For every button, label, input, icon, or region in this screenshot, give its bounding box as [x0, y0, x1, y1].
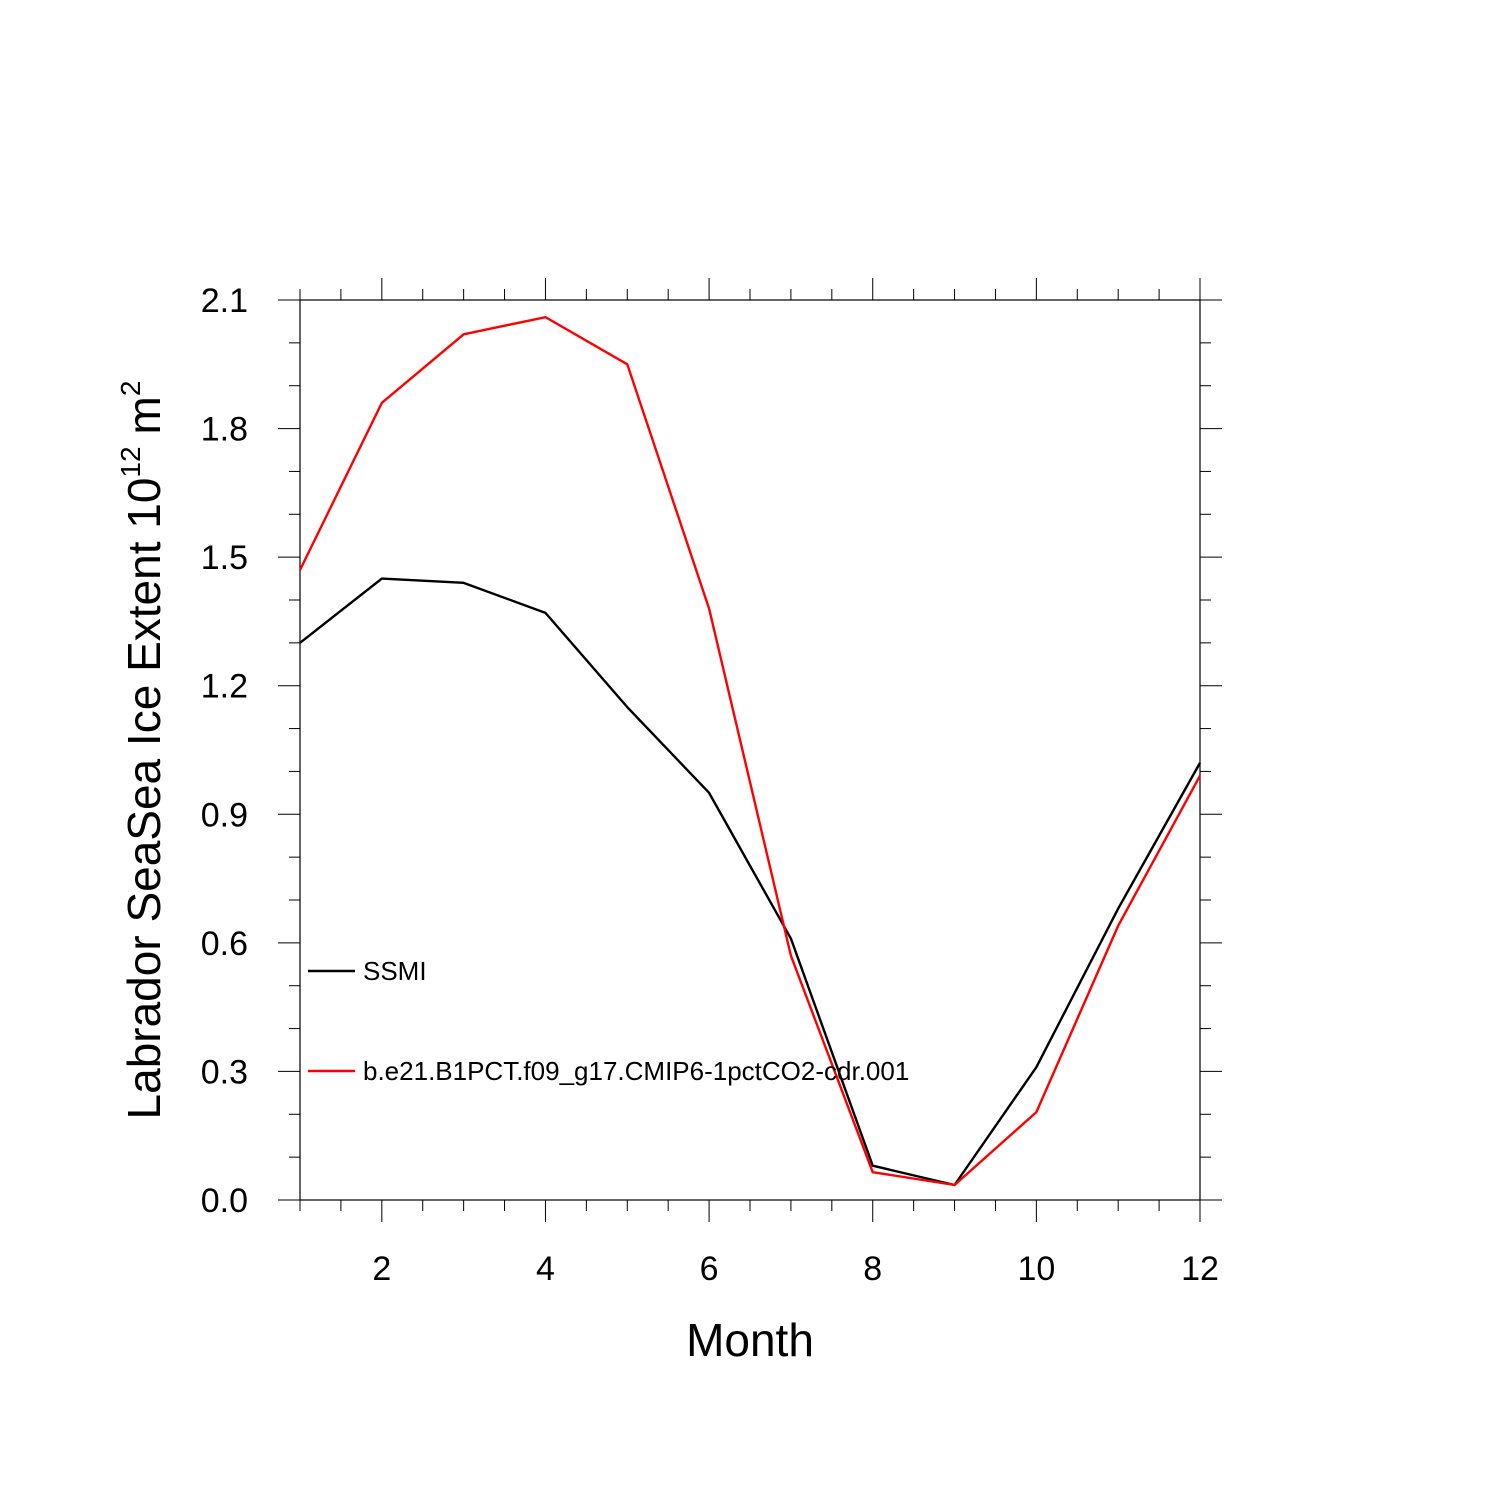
y-tick-label: 1.5	[201, 539, 248, 577]
y-axis-title-unit-exponent: 2	[115, 381, 146, 397]
y-axis-title: Labrador SeaSea Ice Extent 1012 m2	[115, 381, 170, 1120]
x-tick-label: 10	[1017, 1250, 1055, 1288]
series-line-0	[299, 577, 1202, 1187]
y-tick-label: 1.8	[201, 411, 248, 449]
y-tick-label: 1.2	[201, 668, 248, 706]
x-tick-label: 2	[372, 1250, 391, 1288]
y-tick-label: 0.0	[201, 1182, 248, 1220]
legend-label-0: SSMI	[363, 956, 427, 986]
legend: SSMI b.e21.B1PCT.f09_g17.CMIP6-1pctCO2-cd…	[308, 956, 909, 1086]
y-axis-title-unit: m	[118, 396, 170, 434]
y-tick-label: 0.6	[201, 925, 248, 963]
svg-text:Labrador SeaSea Ice Extent 101: Labrador SeaSea Ice Extent 1012 m2	[115, 381, 170, 1120]
x-tick-label: 12	[1181, 1250, 1219, 1288]
y-tick-label: 0.3	[201, 1053, 248, 1091]
y-axis-title-exponent: 12	[115, 446, 146, 477]
plot-frame	[299, 299, 1201, 1201]
x-tick-label: 8	[863, 1250, 882, 1288]
series-line-1	[298, 315, 1202, 1187]
x-tick-labels: 2 4 6 8 10 12	[372, 1250, 1219, 1288]
axis-ticks	[278, 278, 1222, 1222]
series-lines	[298, 315, 1202, 1187]
x-axis-title: Month	[686, 1314, 814, 1366]
y-axis-title-main: Labrador SeaSea Ice Extent 10	[118, 478, 170, 1120]
y-tick-label: 0.9	[201, 796, 248, 834]
y-tick-labels: 0.0 0.3 0.6 0.9 1.2 1.5 1.8 2.1	[201, 282, 248, 1220]
x-tick-label: 4	[536, 1250, 555, 1288]
legend-label-1: b.e21.B1PCT.f09_g17.CMIP6-1pctCO2-cdr.00…	[363, 1056, 909, 1086]
x-tick-label: 6	[700, 1250, 719, 1288]
y-tick-label: 2.1	[201, 282, 248, 320]
